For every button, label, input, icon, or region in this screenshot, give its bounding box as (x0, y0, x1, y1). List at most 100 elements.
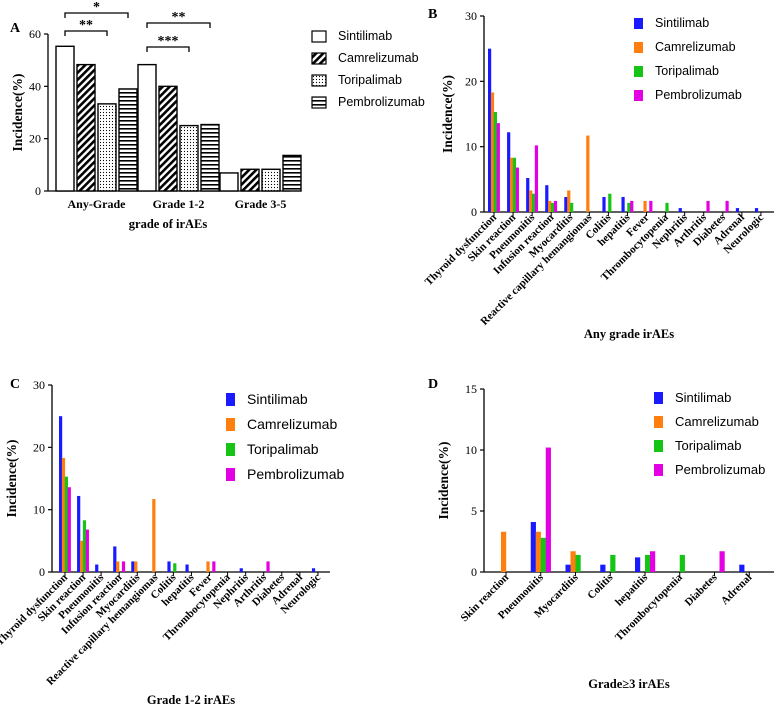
bar-pembrolizumab-skin-reaction (515, 167, 519, 212)
x-tick-label-diabetes: Diabetes (683, 571, 721, 609)
legend-label-toripalimab: Toripalimab (655, 64, 719, 78)
bar-pembrolizumab-fever (649, 200, 653, 212)
legend: Sintilimab Camrelizumab Toripalimab Pembrol… (654, 390, 765, 477)
legend-label-sintilimab: Sintilimab (247, 391, 308, 407)
legend-label-sintilimab: Sintilimab (675, 390, 731, 405)
bar-sintilimab-pneumonitis (530, 521, 536, 572)
bar-toripalimab-colitis (173, 563, 177, 572)
bar-sintilimab-neurologic (754, 208, 759, 212)
y-tick-label: 0 (471, 205, 477, 219)
bar-camrelizumab-thyroid-dysfunction (61, 457, 66, 572)
bar-toripalimab-colitis (610, 554, 616, 572)
bar-toripalimab-myocarditis (575, 554, 581, 572)
bar-sintilimab-colitis (600, 564, 606, 572)
bar-camrelizumab-pneumonitis (529, 190, 533, 212)
panel-letter: D (428, 377, 438, 392)
legend-swatch-pembrolizumab (634, 90, 643, 101)
bar-pembrolizumab-diabetes (719, 551, 725, 572)
bar-pembrolizumab-hepatitis (630, 200, 634, 212)
bar-pembrolizumab-arthritis (266, 561, 270, 572)
bar-sintilimab-myocarditis (564, 196, 568, 212)
bar-camrelizumab-fever (206, 561, 210, 572)
legend-swatch-sintilimab (634, 18, 643, 29)
bar-toripalimab-skin-reaction (82, 520, 87, 572)
bar-pembrolizumab-infusion-reaction (121, 561, 126, 572)
bar-toripalimab-pneumonitis (540, 537, 546, 572)
bar-pembrolizumab-thyroid-dysfunction (67, 487, 71, 572)
bar-camrelizumab-myocarditis (134, 561, 138, 572)
bar-sintilimab-colitis (167, 561, 171, 572)
y-tick-label: 10 (33, 503, 45, 517)
bar-camrelizumab-skin-reaction (501, 531, 507, 572)
bar-sintilimab-infusion-reaction (545, 185, 549, 212)
bar-sintilimab-grade-3-5 (219, 172, 239, 192)
y-axis-label: Incidence(%) (10, 74, 25, 152)
legend-label-pembrolizumab: Pembrolizumab (338, 95, 425, 109)
bar-toripalimab-thrombocytopenia (665, 202, 669, 212)
bar-camrelizumab-pneumonitis (535, 531, 541, 572)
y-tick-label: 20 (33, 440, 45, 454)
bar-sintilimab-myocarditis (131, 561, 135, 572)
y-tick-label: 0 (471, 565, 477, 579)
panel-letter: B (428, 7, 437, 22)
bar-toripalimab-pneumonitis (531, 193, 536, 212)
bar-camrelizumab-myocarditis (567, 190, 571, 212)
x-axis-label: Any grade irAEs (584, 327, 674, 341)
legend-swatch-sintilimab (654, 392, 663, 404)
bar-sintilimab-hepatitis (185, 564, 189, 572)
bar-toripalimab-colitis (608, 193, 612, 212)
legend-swatch-camrelizumab (634, 42, 643, 53)
legend-label-camrelizumab: Camrelizumab (655, 40, 736, 54)
legend: Sintilimab Camrelizumab Toripalimab Pembrol… (634, 16, 742, 102)
bar-sintilimab-thyroid-dysfunction (59, 416, 63, 572)
legend-swatch-toripalimab (634, 66, 643, 77)
legend-label-toripalimab: Toripalimab (675, 438, 741, 453)
bar-pembrolizumab-pneumonitis (534, 145, 539, 212)
legend-label-camrelizumab: Camrelizumab (338, 51, 419, 65)
legend-swatch-toripalimab (654, 440, 663, 452)
bar-toripalimab-thyroid-dysfunction (64, 476, 68, 572)
significance-bracket: ** (146, 10, 211, 28)
significance-line (146, 22, 211, 28)
y-tick-label: 30 (465, 9, 477, 23)
bar-toripalimab-myocarditis (570, 202, 574, 212)
panel-letter: C (10, 377, 20, 392)
significance-label: ** (172, 10, 186, 25)
bar-toripalimab-grade-1-2 (179, 124, 199, 192)
x-tick-label-grade-3-5: Grade 3-5 (235, 197, 287, 211)
x-tick-label-colitis: Colitis (585, 571, 616, 602)
bar-toripalimab-infusion-reaction (551, 202, 555, 212)
bar-camrelizumab-myocarditis (570, 551, 576, 572)
bar-toripalimab-thrombocytopenia (679, 554, 685, 572)
legend-swatch-camrelizumab (654, 416, 663, 428)
legend-swatch-camrelizumab (226, 418, 235, 431)
legend: Sintilimab Camrelizumab Toripalimab Pembrol… (226, 391, 344, 482)
legend-label-pembrolizumab: Pembrolizumab (655, 88, 742, 102)
y-tick-label: 10 (465, 443, 477, 457)
x-tick-label-adrenal: Adrenal (719, 572, 755, 608)
bar-toripalimab-hepatitis (645, 554, 651, 572)
bar-sintilimab-pneumonitis (526, 178, 530, 212)
legend-swatch-pembrolizumab (226, 468, 235, 481)
significance-bracket: * (64, 0, 129, 18)
x-axis-label: Grade 1-2 irAEs (147, 693, 235, 707)
bar-pembrolizumab-arthritis (706, 200, 710, 212)
bar-sintilimab-nephritis (239, 568, 243, 572)
y-tick-label: 0 (35, 184, 41, 198)
bar-sintilimab-skin-reaction (507, 132, 511, 212)
bar-pembrolizumab-skin-reaction (85, 529, 89, 572)
x-axis-label: Grade≥3 irAEs (588, 677, 670, 691)
chart-panel-a: 0 20 40 60 Incidence(%) grade of irAEs A Any-Gr… (10, 0, 425, 231)
bar-sintilimab-thyroid-dysfunction (488, 48, 492, 212)
legend-swatch-camrelizumab (311, 52, 327, 65)
bar-pembrolizumab-diabetes (725, 200, 729, 212)
y-tick-label: 10 (465, 140, 477, 154)
bar-pembrolizumab-hepatitis (650, 551, 656, 572)
y-tick-label: 20 (465, 74, 477, 88)
bar-camrelizumab-grade-3-5 (240, 168, 260, 192)
bar-sintilimab-hepatitis (635, 557, 641, 572)
bar-sintilimab-myocarditis (565, 564, 571, 572)
y-axis-label: Incidence(%) (440, 75, 455, 153)
